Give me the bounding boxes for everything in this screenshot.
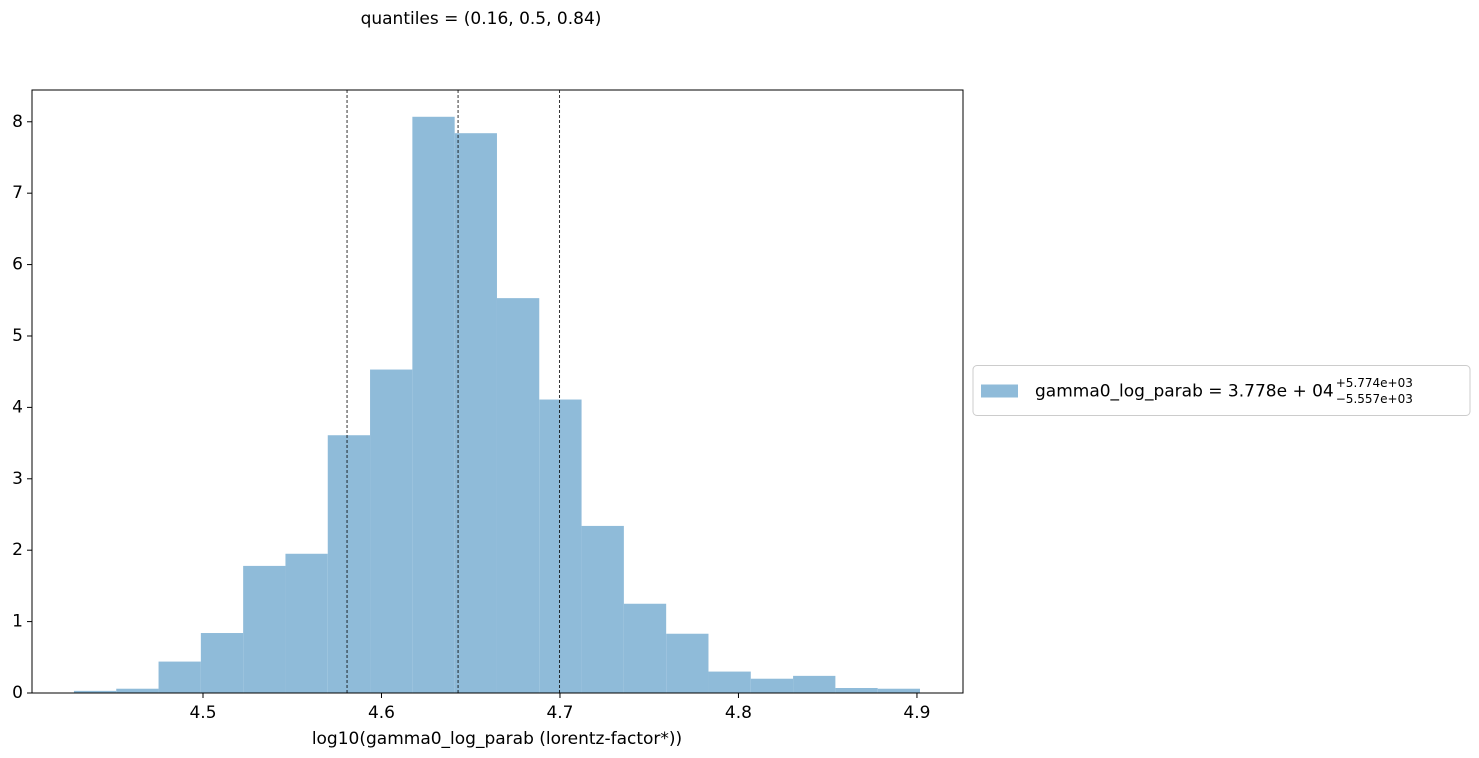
bar [73, 690, 117, 693]
legend-swatch [981, 384, 1018, 398]
y-tick-label: 5 [12, 326, 23, 346]
y-tick-label: 1 [12, 612, 23, 632]
bar [327, 435, 371, 693]
bar [158, 661, 201, 693]
bar [750, 678, 794, 693]
bar [666, 633, 709, 693]
bar [454, 133, 497, 694]
bar [496, 298, 540, 693]
x-tick-label: 4.6 [368, 703, 395, 723]
y-tick-label: 3 [12, 469, 23, 489]
plot-frame [31, 89, 964, 694]
bar [412, 116, 455, 694]
bar [285, 553, 328, 693]
x-tick-label: 4.9 [903, 703, 930, 723]
bar [539, 399, 582, 693]
legend-sub: −5.557e+03 [1336, 392, 1413, 406]
y-tick-label: 6 [12, 255, 23, 275]
y-tick-label: 0 [12, 683, 23, 703]
bar [793, 675, 836, 693]
x-tick-label: 4.8 [725, 703, 752, 723]
bar [581, 525, 624, 693]
y-tick-label: 4 [12, 397, 23, 417]
bar [200, 633, 244, 693]
legend-sup: +5.774e+03 [1336, 376, 1413, 390]
y-tick-label: 8 [12, 112, 23, 132]
legend-frame [972, 365, 1471, 416]
bar [835, 688, 878, 693]
y-tick-label: 7 [12, 183, 23, 203]
x-tick-label: 4.5 [189, 703, 216, 723]
bar [708, 671, 751, 693]
x-tick-label: 4.7 [546, 703, 573, 723]
bar [116, 688, 159, 693]
bar [370, 369, 413, 693]
legend-label: gamma0_log_parab = 3.778e + 04 [1035, 382, 1334, 402]
bar [623, 603, 667, 693]
bar [243, 565, 286, 693]
y-tick-label: 2 [12, 540, 23, 560]
x-axis-label: log10(gamma0_log_parab (lorentz-factor*)… [312, 729, 682, 749]
legend: gamma0_log_parab = 3.778e + 04 +5.774e+03… [972, 365, 1471, 416]
chart-title: quantiles = (0.16, 0.5, 0.84) [361, 9, 602, 29]
bar [877, 688, 920, 693]
